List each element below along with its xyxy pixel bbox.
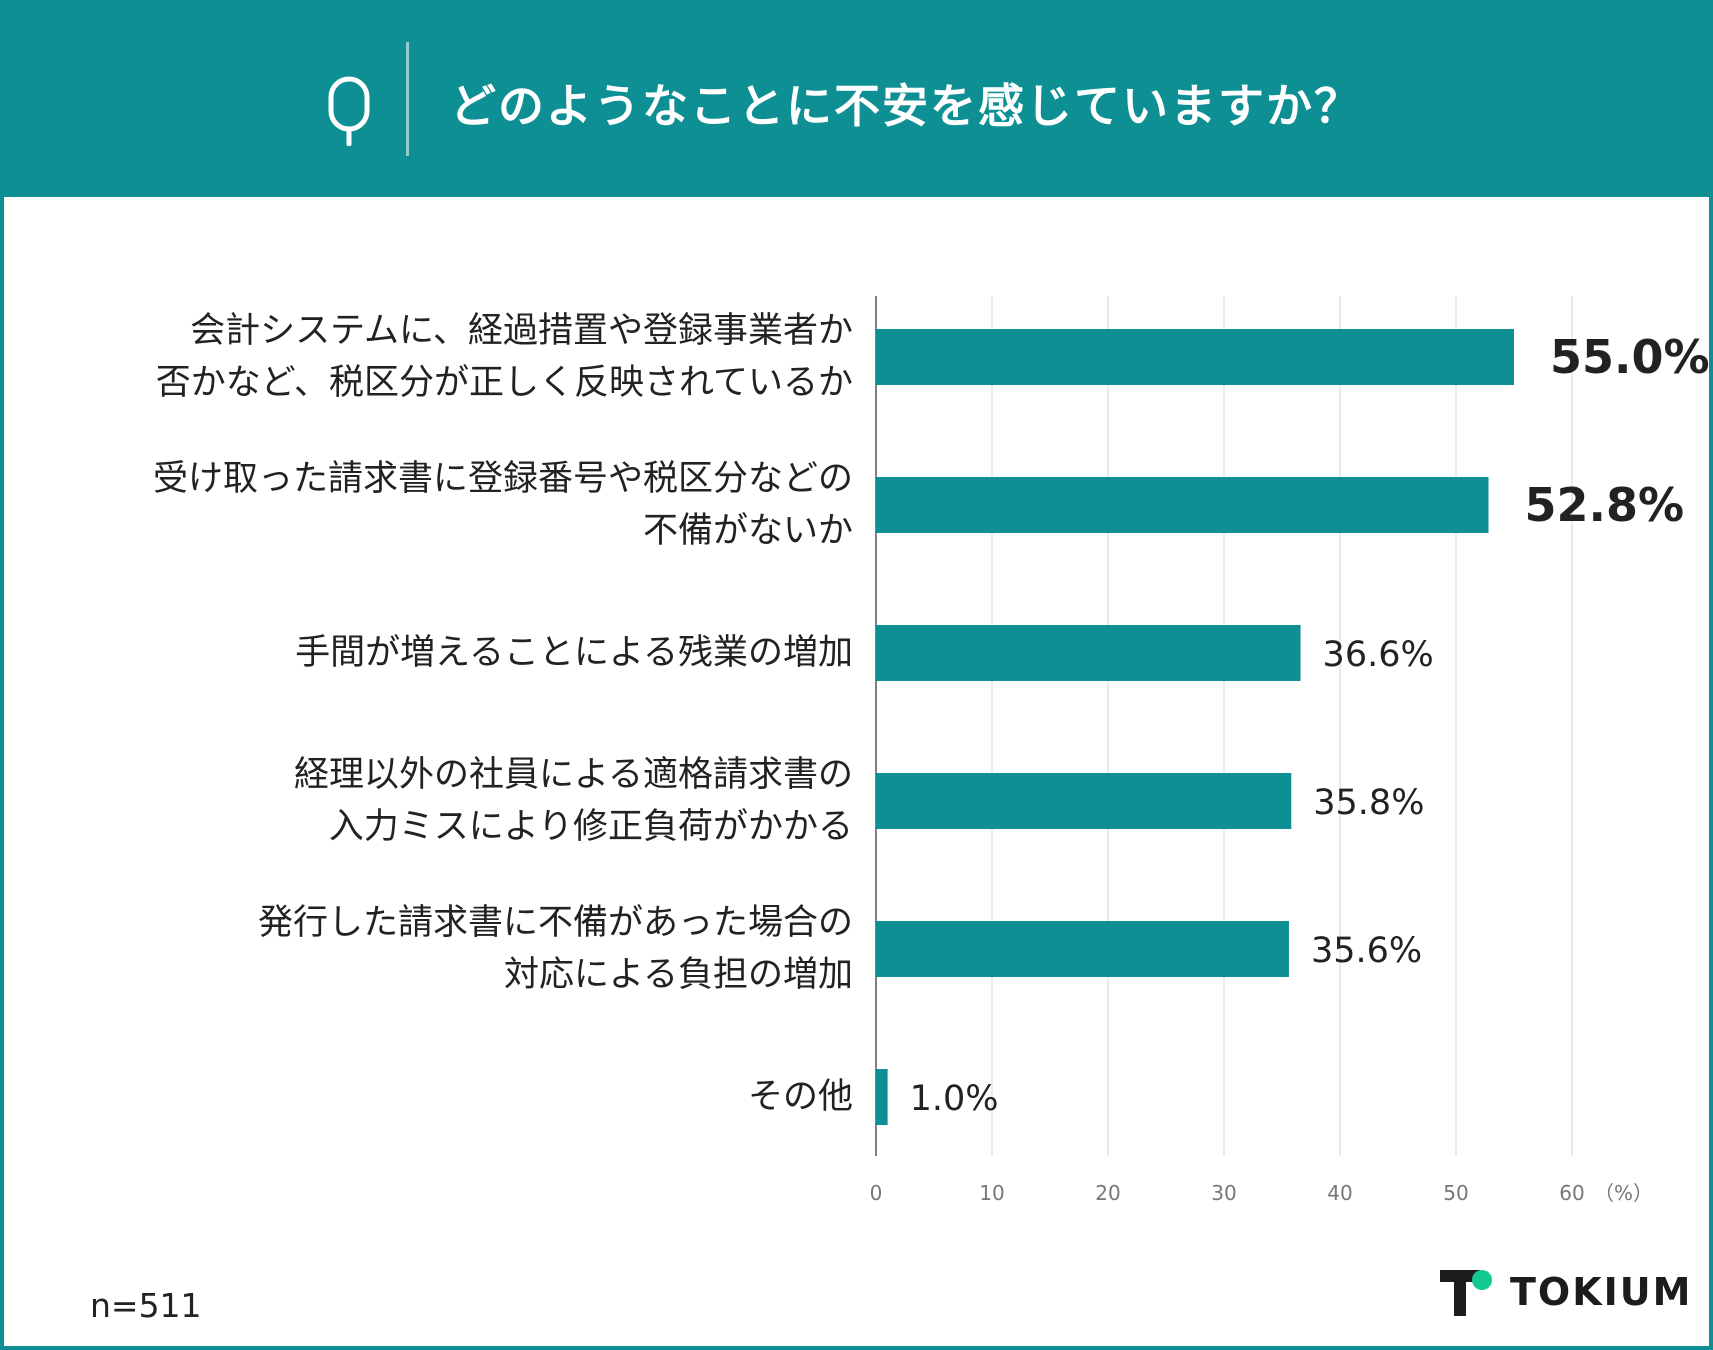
x-tick-label: 60 — [1559, 1181, 1584, 1205]
bar — [876, 921, 1289, 977]
bar — [876, 773, 1292, 829]
category-label: 経理以外の社員による適格請求書の 入力ミスにより修正負荷がかかる — [294, 755, 853, 847]
bar — [876, 329, 1514, 385]
category-label: 発行した請求書に不備があった場合の 対応による負担の増加 — [257, 903, 853, 995]
x-tick-label: 0 — [870, 1181, 883, 1205]
x-tick-label: 10 — [979, 1181, 1004, 1205]
sample-size: n=511 — [90, 1286, 202, 1325]
x-tick-label: 40 — [1327, 1181, 1352, 1205]
x-tick-label: 50 — [1443, 1181, 1468, 1205]
bar — [876, 1069, 888, 1125]
question-title: どのようなことに不安を感じていますか？ — [450, 79, 1362, 133]
bar-value-label: 55.0% — [1550, 330, 1710, 384]
header-divider — [406, 42, 409, 156]
question-header: どのようなことに不安を感じていますか？ — [0, 0, 1713, 197]
bar-value-label: 35.8% — [1313, 783, 1424, 823]
bar-value-label: 35.6% — [1311, 931, 1422, 971]
category-label: 受け取った請求書に登録番号や税区分などの 不備がないか — [152, 459, 853, 551]
bar-value-label: 36.6% — [1323, 635, 1434, 675]
brand-name: TOKIUM — [1510, 1270, 1693, 1314]
bar — [876, 625, 1301, 681]
category-label: 会計システムに、経過措置や登録事業者か 否かなど、税区分が正しく反映されているか — [155, 311, 853, 403]
x-tick-label: 30 — [1211, 1181, 1236, 1205]
category-label: その他 — [747, 1077, 853, 1117]
x-unit-label: （%） — [1594, 1181, 1653, 1205]
bar-value-label: 52.8% — [1524, 478, 1684, 532]
category-label: 手間が増えることによる残業の増加 — [295, 633, 853, 673]
question-mark-icon — [328, 76, 370, 146]
bar — [876, 477, 1489, 533]
bar-value-label: 1.0% — [910, 1079, 999, 1119]
x-tick-label: 20 — [1095, 1181, 1120, 1205]
tokium-logo — [1440, 1270, 1492, 1316]
